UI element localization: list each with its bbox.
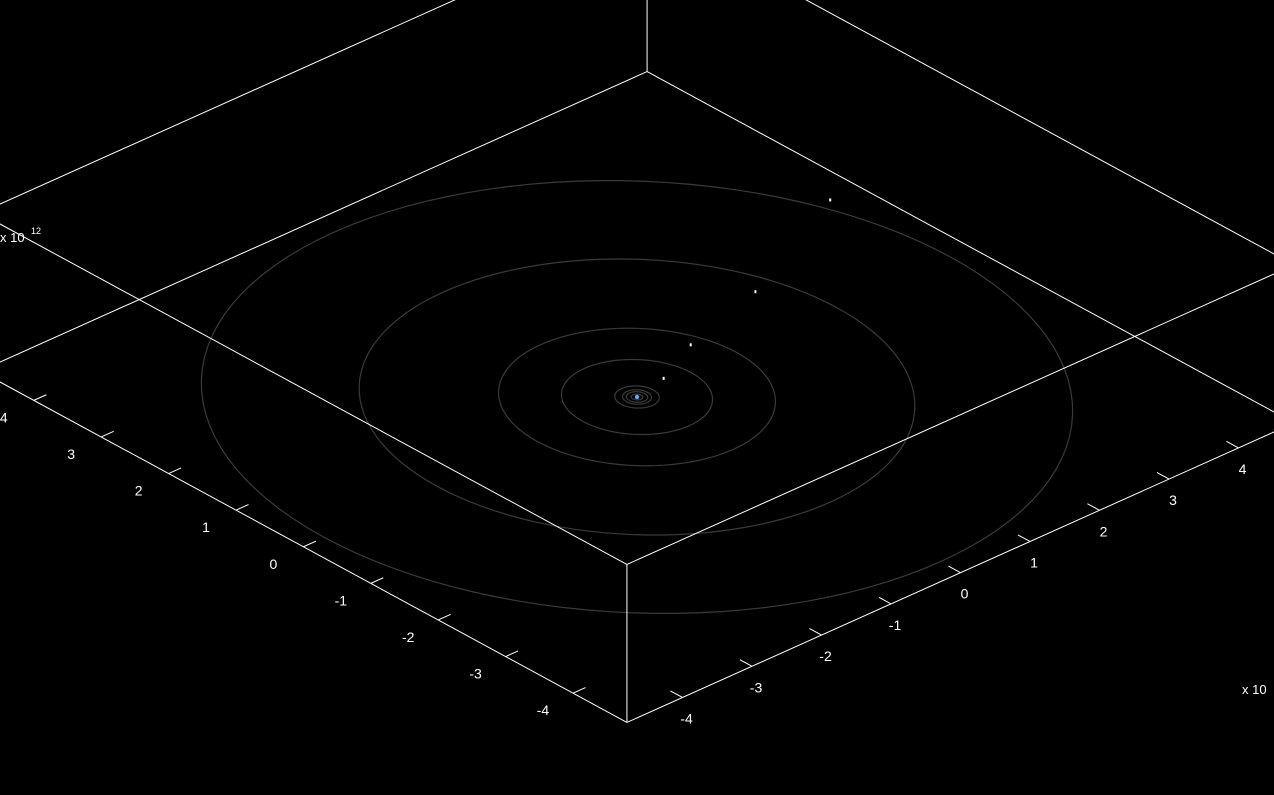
y-tick-mark bbox=[168, 467, 182, 475]
orbit-5 bbox=[560, 358, 714, 436]
y-tick-mark bbox=[303, 540, 317, 548]
x-axis-exponent-label: x 10 bbox=[1242, 682, 1267, 697]
box-edge-1 bbox=[626, 431, 1274, 723]
x-tick-mark bbox=[670, 690, 683, 698]
orbit-1 bbox=[630, 393, 644, 401]
x-tick-mark bbox=[1017, 534, 1031, 542]
y-tick-mark bbox=[33, 394, 47, 401]
z-axis-exponent-base: x 10 bbox=[0, 230, 25, 245]
y-tick-label: -4 bbox=[537, 702, 550, 718]
z-axis-exponent-label: x 10 bbox=[0, 230, 25, 245]
x-tick-mark bbox=[809, 628, 822, 636]
axes-box bbox=[0, 0, 1274, 723]
planet-marker-2 bbox=[689, 343, 692, 347]
y-tick-mark bbox=[437, 613, 451, 621]
orbit-3 bbox=[621, 389, 653, 405]
x-tick-mark bbox=[1087, 503, 1100, 511]
y-tick-label: -2 bbox=[402, 629, 415, 645]
planet-marker-3 bbox=[754, 290, 757, 294]
x-tick-label: -3 bbox=[750, 679, 763, 695]
x-tick-mark bbox=[1226, 440, 1239, 449]
box-edge-6 bbox=[0, 223, 628, 565]
y-axis-ticks: -4 -3 -2 -1 0 1 2 3 4 bbox=[0, 394, 586, 718]
box-edge-7 bbox=[805, 0, 1274, 255]
y-tick-mark bbox=[572, 687, 586, 694]
planet-markers bbox=[634, 198, 832, 400]
x-tick-label: 0 bbox=[961, 586, 969, 602]
x-tick-label: -2 bbox=[819, 648, 832, 664]
y-tick-label: 2 bbox=[135, 483, 143, 499]
x-tick-label: 3 bbox=[1169, 492, 1177, 508]
orbit-paths bbox=[200, 180, 1074, 614]
x-tick-mark bbox=[1156, 472, 1170, 480]
y-tick-label: 1 bbox=[202, 519, 210, 535]
x-tick-label: 2 bbox=[1100, 523, 1108, 539]
x-tick-mark bbox=[739, 659, 753, 667]
sun-marker bbox=[634, 394, 640, 400]
orbit-4 bbox=[614, 385, 660, 409]
x-tick-mark bbox=[878, 596, 892, 605]
orbit-6 bbox=[497, 327, 777, 467]
z-axis-exponent-power: 12 bbox=[31, 226, 41, 236]
y-tick-label: -3 bbox=[469, 666, 482, 682]
y-tick-label: 3 bbox=[67, 446, 75, 462]
y-tick-label: -1 bbox=[335, 592, 348, 608]
orbit-8 bbox=[200, 180, 1074, 614]
box-edge-2 bbox=[0, 381, 628, 723]
planet-marker-4 bbox=[829, 198, 832, 202]
orbit-2 bbox=[625, 391, 649, 403]
y-tick-mark bbox=[235, 504, 249, 511]
y-tick-label: 0 bbox=[270, 556, 278, 572]
y-tick-mark bbox=[505, 650, 519, 658]
x-axis-ticks: -4 -3 -2 -1 0 1 2 3 4 bbox=[670, 440, 1247, 726]
box-edge-5 bbox=[626, 273, 1274, 565]
x-tick-label: -1 bbox=[889, 617, 902, 633]
y-tick-mark bbox=[100, 430, 114, 438]
x-tick-label: 1 bbox=[1030, 554, 1038, 570]
orbit-7 bbox=[358, 258, 916, 536]
y-tick-mark bbox=[370, 577, 384, 584]
x-tick-label: -4 bbox=[680, 710, 693, 726]
box-edge-8 bbox=[0, 0, 456, 205]
x-tick-mark bbox=[948, 565, 961, 574]
y-tick-label: 4 bbox=[0, 409, 8, 425]
x-tick-label: 4 bbox=[1239, 461, 1247, 477]
box-edge-4 bbox=[0, 71, 648, 363]
box-edge-3 bbox=[646, 71, 1274, 413]
planet-marker-1 bbox=[662, 376, 665, 380]
